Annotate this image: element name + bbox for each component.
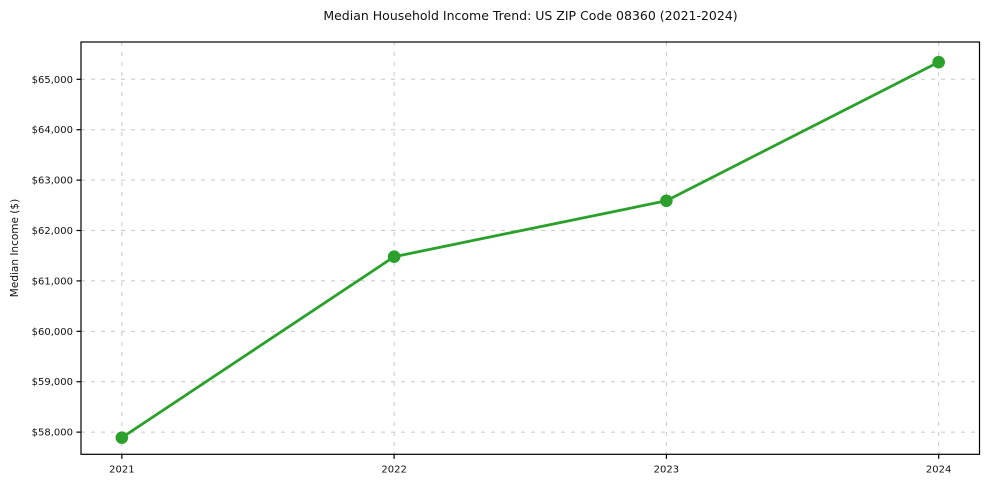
y-tick-label: $60,000 — [32, 327, 73, 338]
y-tick-label: $58,000 — [32, 428, 73, 439]
y-tick-label: $59,000 — [32, 377, 73, 388]
data-point-marker — [115, 431, 129, 444]
y-tick-label: $62,000 — [32, 226, 73, 237]
data-point-marker — [387, 250, 401, 264]
x-tick-label: 2023 — [654, 464, 679, 475]
trend-line — [120, 60, 941, 440]
plot-border — [80, 41, 981, 455]
y-tick-label: $63,000 — [32, 176, 73, 187]
y-tick-label: $65,000 — [32, 75, 73, 86]
chart-title: Median Household Income Trend: US ZIP Co… — [323, 8, 738, 23]
x-tick-label: 2022 — [381, 464, 406, 475]
data-point-marker — [932, 55, 945, 69]
data-point-marker — [660, 194, 673, 208]
y-tick-label: $61,000 — [32, 276, 73, 287]
x-tick-label: 2021 — [109, 464, 134, 475]
x-tick-label: 2024 — [926, 464, 951, 475]
y-tick-label: $64,000 — [32, 125, 73, 136]
